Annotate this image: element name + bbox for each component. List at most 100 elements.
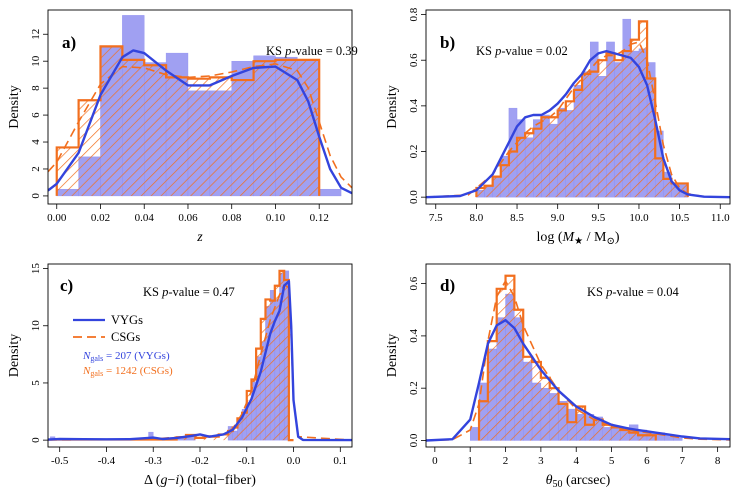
- csgs-bar: [187, 78, 210, 196]
- csgs-bar: [558, 403, 568, 441]
- csgs-bar: [256, 348, 261, 441]
- csgs-bar: [638, 21, 648, 198]
- csgs-bar: [647, 78, 656, 198]
- x-tick-label: 10.5: [670, 212, 690, 224]
- csgs-bar: [232, 427, 238, 441]
- x-tick-label: 7.5: [429, 212, 443, 224]
- csgs-bar: [237, 418, 243, 441]
- csgs-bar: [274, 285, 280, 441]
- csgs-bar: [479, 401, 488, 441]
- csgs-bar: [246, 390, 252, 441]
- csgs-bar: [663, 178, 672, 198]
- y-tick-label: 15: [30, 263, 42, 275]
- x-tick-label: 0.00: [47, 212, 67, 224]
- csgs-histogram-outline: [49, 269, 294, 442]
- csgs-bar: [500, 165, 509, 198]
- csgs-bar: [476, 188, 485, 198]
- csgs-bar: [275, 59, 298, 196]
- y-tick-label: 6: [30, 112, 42, 118]
- csgs-bar: [614, 60, 623, 198]
- y-axis-title: Density: [7, 334, 22, 378]
- x-tick-label: -0.1: [238, 455, 255, 467]
- x-axis-title: Δ (g−i) (total−fiber): [144, 473, 256, 488]
- csgs-bar: [78, 100, 101, 196]
- x-tick-label: 9.0: [551, 212, 565, 224]
- csgs-bar: [166, 77, 188, 196]
- csgs-bar: [565, 101, 574, 198]
- ks-annotation: KS p-value = 0.39: [266, 44, 358, 58]
- x-tick-label: 0.04: [135, 212, 155, 224]
- csgs-bar: [606, 53, 615, 198]
- plot-area-c: [48, 269, 352, 442]
- csgs-bar: [204, 436, 219, 441]
- x-tick-label: -0.3: [145, 455, 163, 467]
- csgs-density-curve: [426, 41, 730, 198]
- csgs-bar: [611, 427, 621, 441]
- csgs-bar: [242, 412, 247, 441]
- x-axis-title: θ50 (arcsec): [546, 473, 611, 490]
- csgs-bar: [533, 128, 542, 198]
- plot-frame: [425, 9, 731, 205]
- csgs-bar: [185, 434, 196, 441]
- x-tick-label: 0.0: [287, 455, 301, 467]
- y-tick-label: 0.4: [408, 98, 420, 112]
- y-tick-label: 0.0: [408, 190, 420, 204]
- x-tick-label: 11.0: [711, 212, 730, 224]
- csgs-bar: [598, 60, 607, 198]
- x-tick-label: 10.0: [629, 212, 649, 224]
- x-tick-label: 0: [432, 455, 438, 467]
- csgs-bar: [549, 117, 558, 198]
- panel-label: c): [60, 276, 73, 295]
- y-tick-label: 0: [30, 437, 42, 443]
- csgs-bar: [638, 435, 647, 441]
- plot-area-a: [48, 15, 352, 197]
- csgs-bar: [265, 299, 271, 441]
- csgs-bar: [593, 419, 603, 441]
- vygs-density-curve: [426, 319, 730, 442]
- ks-annotation: KS p-value = 0.47: [143, 285, 235, 299]
- panel-d: 0 1 2 3 4 5 6 7 8 0.0 0.2 0.4 0.6 Density θ50 (arcsec)…: [385, 263, 731, 490]
- x-tick-label: 0.1: [333, 455, 347, 467]
- csgs-bar: [655, 158, 664, 198]
- csgs-bar: [297, 59, 320, 196]
- x-tick-label: -0.4: [98, 455, 116, 467]
- csgs-bar: [585, 424, 594, 441]
- csgs-bar: [484, 185, 493, 198]
- x-tick-label: 3: [538, 455, 544, 467]
- csgs-bar: [284, 280, 289, 441]
- legend-csgs-label: CSGs: [111, 330, 140, 344]
- y-tick-label: 0.8: [408, 7, 420, 21]
- csgs-bar: [573, 89, 583, 198]
- y-tick-label: 0.2: [408, 381, 420, 395]
- csgs-bar: [228, 430, 233, 441]
- csgs-bar: [270, 300, 275, 441]
- csgs-bar: [260, 318, 266, 441]
- y-tick-label: 12: [30, 29, 42, 40]
- csgs-histogram-outline: [477, 274, 657, 441]
- x-tick-label: 0.02: [91, 212, 110, 224]
- vygs-density-curve: [426, 49, 730, 199]
- legend: VYGs CSGs Ngals = 207 (VYGs) Ngals = 124…: [73, 313, 173, 378]
- y-tick-label: 5: [30, 380, 42, 386]
- csgs-bar: [629, 432, 639, 441]
- csgs-density-curve: [48, 63, 352, 189]
- csgs-bar: [630, 39, 639, 198]
- x-tick-label: 2: [503, 455, 509, 467]
- csgs-bar: [541, 117, 550, 198]
- x-tick-label: 8.5: [510, 212, 524, 224]
- ks-annotation: KS p-value = 0.04: [587, 285, 680, 299]
- x-tick-label: 1: [467, 455, 473, 467]
- vygs-bar: [318, 188, 342, 197]
- csgs-bar: [122, 59, 145, 196]
- y-tick-label: 0: [30, 193, 42, 199]
- csgs-bar: [567, 422, 577, 441]
- csgs-bar: [218, 434, 229, 441]
- csgs-bar: [508, 151, 518, 198]
- x-tick-label: 0.08: [222, 212, 242, 224]
- csgs-bar: [590, 71, 599, 198]
- csgs-density-curve: [426, 280, 730, 442]
- csgs-bar: [514, 309, 524, 441]
- x-tick-label: 5: [609, 455, 615, 467]
- csgs-bar: [505, 275, 515, 441]
